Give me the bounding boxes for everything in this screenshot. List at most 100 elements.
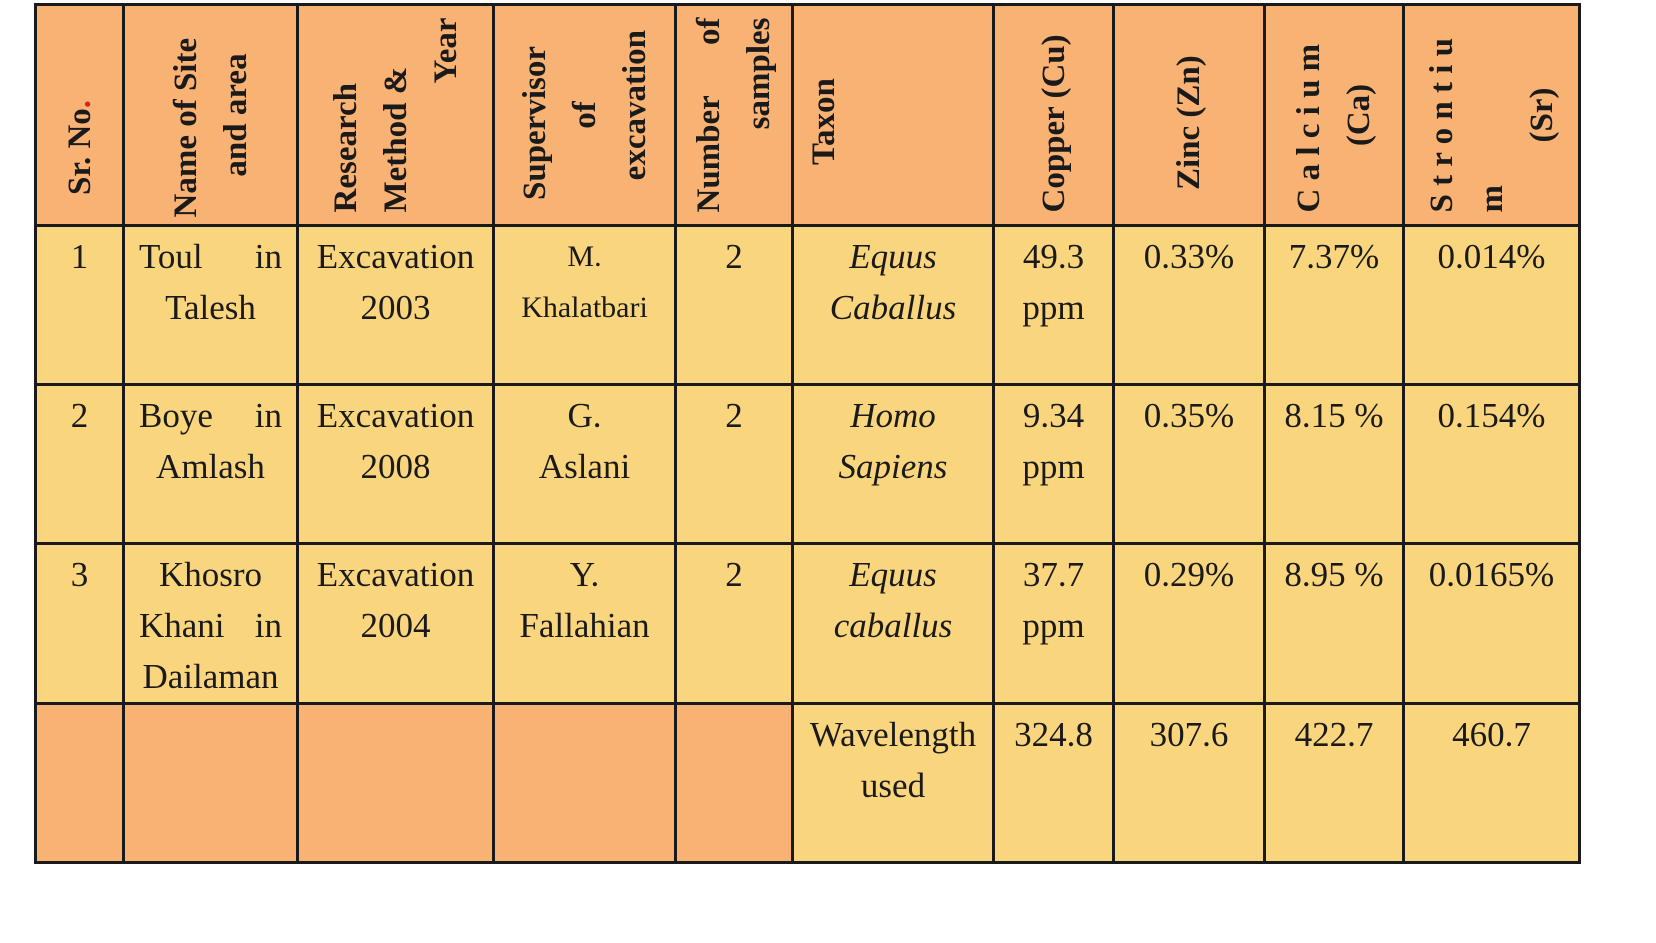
cell-taxon: Equus caballus <box>791 542 995 705</box>
cell-supervisor-line2: Aslani <box>538 447 631 486</box>
header-sr-no-dot: . <box>61 99 98 109</box>
cell-site-line2: Amlash <box>156 447 265 486</box>
cell-samples: 2 <box>674 542 794 705</box>
table-row: 3 Khosro Khani in Dailaman Excavation 2004 … <box>34 542 1581 705</box>
cell-site-line3: Dailaman <box>142 657 279 696</box>
elements-table: Sr. No. Name of Site and area Research Met… <box>34 3 1581 864</box>
header-method-line1: Research <box>327 82 364 213</box>
cell-strontium: 0.0165% <box>1402 542 1581 705</box>
cell-wavelength-zinc: 307.6 <box>1112 702 1266 864</box>
cell-wavelength-label: Wavelength used <box>791 702 995 864</box>
header-strontium: S t r o n t i u m (Sr) <box>1402 3 1581 227</box>
wavelength-row: Wavelength used 324.8 307.6 422.7 460.7 <box>34 702 1581 864</box>
cell-strontium: 0.154% <box>1402 383 1581 545</box>
cell-supervisor-line1: G. <box>567 396 602 435</box>
cell-supervisor-line1: Y. <box>569 555 600 594</box>
header-samples-line2: samples <box>741 17 777 130</box>
empty-cell <box>34 702 125 864</box>
cell-zinc: 0.35% <box>1112 383 1266 545</box>
empty-cell <box>122 702 299 864</box>
cell-method-line2: 2004 <box>360 606 431 645</box>
cell-copper: 37.7 ppm <box>992 542 1115 705</box>
cell-taxon: Equus Caballus <box>791 224 995 386</box>
header-sr-no: Sr. No. <box>34 3 125 227</box>
header-supervisor-line3: excavation <box>616 30 653 181</box>
empty-cell <box>296 702 495 864</box>
cell-site-line2: Talesh <box>165 288 256 327</box>
cell-samples: 2 <box>674 224 794 386</box>
cell-taxon-line2: caballus <box>833 606 953 645</box>
cell-zinc: 0.33% <box>1112 224 1266 386</box>
cell-copper-value: 9.34 <box>1022 396 1085 435</box>
cell-method: Excavation 2004 <box>296 542 495 705</box>
cell-site: Boye in Amlash <box>122 383 299 545</box>
cell-taxon-line2: Sapiens <box>838 447 948 486</box>
cell-method-line2: 2003 <box>360 288 431 327</box>
cell-taxon: Homo Sapiens <box>791 383 995 545</box>
cell-copper: 9.34 ppm <box>992 383 1115 545</box>
wavelength-label-line2: used <box>860 766 926 805</box>
cell-copper-unit: ppm <box>1022 288 1085 327</box>
cell-method: Excavation 2003 <box>296 224 495 386</box>
header-site: Name of Site and area <box>122 3 299 227</box>
header-samples: Number of samples <box>674 3 794 227</box>
wavelength-label-line1: Wavelength <box>809 715 977 754</box>
empty-cell <box>492 702 677 864</box>
header-site-line2: and area <box>217 53 254 177</box>
cell-copper-unit: ppm <box>1022 606 1085 645</box>
header-supervisor: Supervisor of excavation <box>492 3 677 227</box>
cell-sr: 1 <box>34 224 125 386</box>
cell-method-line1: Excavation <box>316 555 475 594</box>
cell-site-line1: Toul in <box>139 237 282 276</box>
cell-calcium: 8.15 % <box>1263 383 1405 545</box>
header-taxon-text: Taxon <box>806 78 842 165</box>
cell-taxon-line1: Equus <box>849 555 937 594</box>
header-zinc-text: Zinc (Zn) <box>1171 55 1207 190</box>
cell-samples: 2 <box>674 383 794 545</box>
header-zinc: Zinc (Zn) <box>1112 3 1266 227</box>
cell-wavelength-copper: 324.8 <box>992 702 1115 864</box>
cell-site-line1: Boye in <box>139 396 282 435</box>
header-sr-no-text: Sr. No <box>61 108 98 195</box>
header-calcium-line1: C a l c i u m <box>1291 43 1327 213</box>
cell-taxon-line2: Caballus <box>829 288 957 327</box>
header-strontium-line2: (Sr) <box>1523 87 1560 143</box>
cell-method-line1: Excavation <box>316 396 475 435</box>
header-site-line1: Name of Site <box>167 37 204 218</box>
cell-method: Excavation 2008 <box>296 383 495 545</box>
cell-supervisor-line2: Fallahian <box>519 606 650 645</box>
cell-site-line2: Khani in <box>139 606 282 645</box>
cell-site-line1: Khosro <box>158 555 263 594</box>
cell-strontium: 0.014% <box>1402 224 1581 386</box>
cell-zinc: 0.29% <box>1112 542 1266 705</box>
cell-sr: 3 <box>34 542 125 705</box>
cell-calcium: 7.37% <box>1263 224 1405 386</box>
header-strontium-line1: S t r o n t i u m <box>1423 37 1510 213</box>
cell-site: Toul in Talesh <box>122 224 299 386</box>
cell-wavelength-calcium: 422.7 <box>1263 702 1405 864</box>
cell-copper-value: 49.3 <box>1022 237 1085 276</box>
cell-sr: 2 <box>34 383 125 545</box>
cell-method-line1: Excavation <box>316 237 475 276</box>
header-samples-line1: Number of <box>691 17 727 213</box>
header-copper-text: Copper (Cu) <box>1035 34 1072 213</box>
header-row: Sr. No. Name of Site and area Research Met… <box>34 3 1581 227</box>
header-calcium: C a l c i u m (Ca) <box>1263 3 1405 227</box>
header-method-line2: Method & <box>377 66 414 213</box>
cell-supervisor: G. Aslani <box>492 383 677 545</box>
cell-copper: 49.3 ppm <box>992 224 1115 386</box>
cell-taxon-line1: Homo <box>850 396 936 435</box>
table-row: 2 Boye in Amlash Excavation 2008 G. Aslani … <box>34 383 1581 545</box>
header-supervisor-line1: Supervisor <box>516 45 553 200</box>
empty-cell <box>674 702 794 864</box>
cell-calcium: 8.95 % <box>1263 542 1405 705</box>
cell-supervisor: M. Khalatbari <box>492 224 677 386</box>
cell-copper-value: 37.7 <box>1022 555 1085 594</box>
cell-taxon-line1: Equus <box>849 237 937 276</box>
header-copper: Copper (Cu) <box>992 3 1115 227</box>
table-row: 1 Toul in Talesh Excavation 2003 M. Khalatb… <box>34 224 1581 386</box>
header-calcium-line2: (Ca) <box>1341 83 1377 147</box>
header-taxon: Taxon <box>791 3 995 227</box>
cell-method-line2: 2008 <box>360 447 431 486</box>
cell-supervisor-line2: Khalatbari <box>521 291 648 324</box>
